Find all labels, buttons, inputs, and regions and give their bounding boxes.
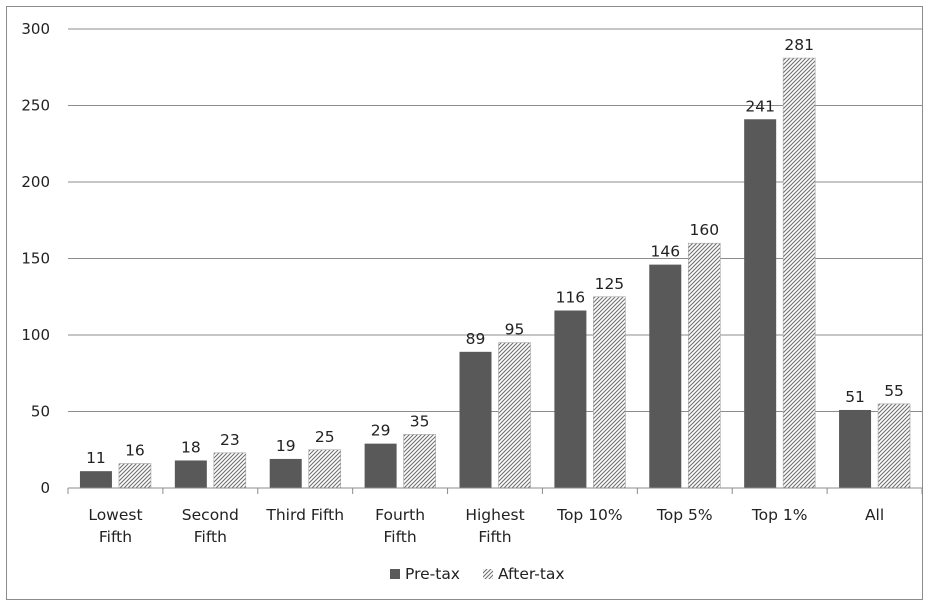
x-axis: [67, 487, 923, 494]
data-label-pre-tax: 89: [466, 330, 486, 348]
bar-pre-tax: [79, 471, 112, 488]
y-tick-label: 300: [21, 20, 50, 38]
data-label-after-tax: 35: [410, 412, 430, 430]
x-category-label: Top 10%: [556, 506, 623, 524]
x-category-label: Highest Fifth: [465, 506, 524, 546]
data-label-after-tax: 55: [884, 382, 904, 400]
data-label-pre-tax: 29: [371, 422, 391, 440]
bar-pre-tax: [174, 460, 207, 488]
y-tick-label: 50: [31, 403, 50, 421]
y-axis-tick-labels: 0 50 100 150 200 250 300: [21, 20, 50, 497]
gridlines: [68, 28, 922, 412]
bar-after-tax: [308, 449, 342, 489]
y-tick-label: 150: [21, 250, 50, 268]
legend-label-after-tax: After-tax: [498, 565, 565, 583]
bar-pre-tax: [554, 310, 587, 488]
data-label-pre-tax: 19: [276, 437, 296, 455]
bar-pre-tax: [839, 409, 872, 488]
data-label-after-tax: 95: [505, 321, 525, 339]
data-label-after-tax: 25: [315, 428, 335, 446]
bar-after-tax: [498, 342, 531, 489]
x-category-label: Fourth Fifth: [375, 506, 425, 546]
bar-pre-tax: [459, 351, 492, 488]
data-label-after-tax: 281: [784, 36, 814, 54]
y-tick-label: 0: [40, 479, 50, 497]
data-label-pre-tax: 116: [556, 289, 586, 307]
legend: Pre-tax After-tax: [390, 565, 565, 583]
legend-label-pre-tax: Pre-tax: [405, 565, 460, 583]
legend-swatch-pre-tax: [390, 569, 400, 579]
data-label-pre-tax: 241: [745, 97, 775, 115]
data-label-after-tax: 160: [689, 221, 719, 239]
y-tick-label: 200: [21, 173, 50, 191]
bar-after-tax: [593, 296, 626, 489]
bar-after-tax: [877, 403, 911, 489]
x-category-label: Top 1%: [751, 506, 808, 524]
data-label-pre-tax: 146: [650, 243, 680, 261]
bar-pre-tax: [364, 443, 397, 488]
bar-after-tax: [118, 463, 152, 489]
y-tick-label: 250: [21, 97, 50, 115]
data-label-after-tax: 23: [220, 431, 240, 449]
data-label-after-tax: 125: [595, 275, 625, 293]
bar-after-tax: [403, 434, 436, 489]
bars: [79, 57, 911, 489]
x-category-label: Lowest Fifth: [88, 506, 142, 546]
x-category-label: Top 5%: [656, 506, 713, 524]
bar-after-tax: [687, 242, 721, 489]
x-axis-category-labels: Lowest Fifth Second Fifth Third Fifth Fourth F…: [88, 506, 884, 546]
data-label-after-tax: 16: [125, 442, 145, 460]
y-tick-label: 100: [21, 326, 50, 344]
data-label-pre-tax: 18: [181, 438, 201, 456]
legend-swatch-after-tax: [483, 569, 493, 579]
bar-pre-tax: [744, 119, 777, 489]
bar-pre-tax: [649, 264, 682, 488]
data-labels: 11 16 18 23 19 25 29 35 89 95 116 125 146 160 241 281 51…: [86, 36, 904, 467]
x-category-label: Second Fifth: [182, 506, 239, 546]
x-category-label: Third Fifth: [265, 506, 344, 524]
bar-pre-tax: [269, 458, 302, 488]
x-category-label: All: [865, 506, 884, 524]
data-label-pre-tax: 51: [845, 388, 865, 406]
data-label-pre-tax: 11: [86, 449, 106, 467]
bar-after-tax: [213, 452, 247, 489]
bar-after-tax: [782, 57, 816, 489]
